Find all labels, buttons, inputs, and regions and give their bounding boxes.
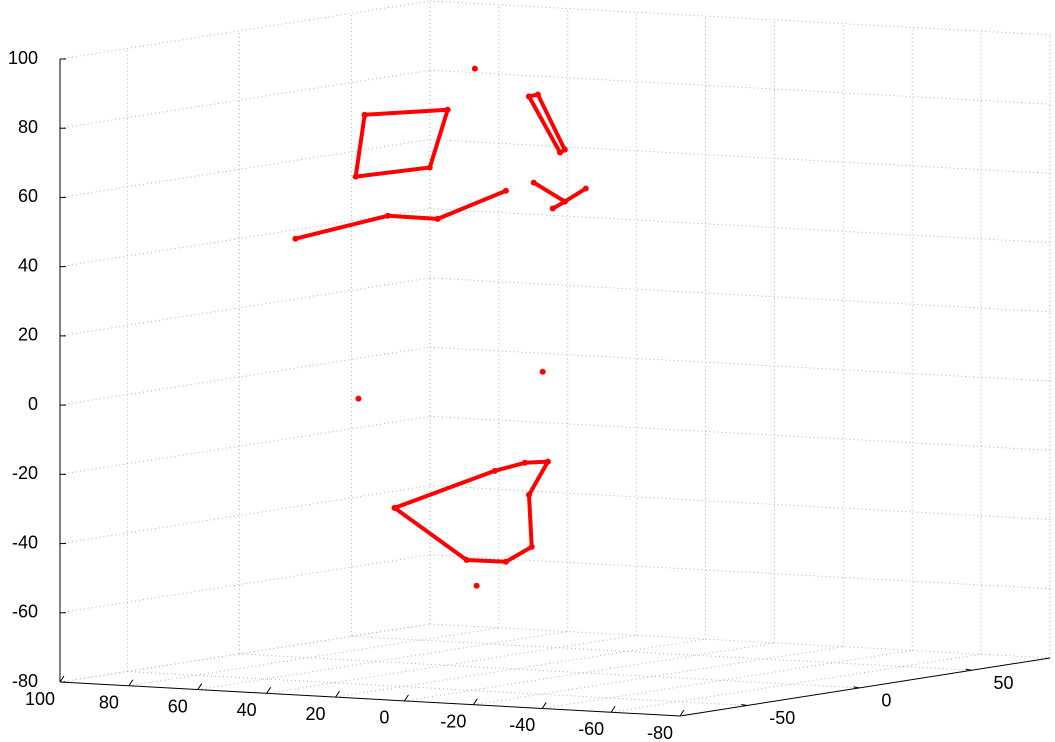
x-tick-label: -80 — [647, 723, 673, 742]
data-point — [473, 582, 480, 589]
data-point — [391, 504, 398, 511]
data-point — [530, 179, 537, 186]
data-point — [434, 215, 441, 222]
data-point — [292, 235, 299, 242]
y-tick — [965, 668, 972, 671]
x-axis — [59, 681, 681, 717]
grid-line — [59, 277, 431, 337]
tick-labels: -80-60-40-20020406080100-80-60-40-200204… — [8, 48, 1014, 742]
data-point — [525, 93, 532, 100]
data-point — [561, 146, 568, 153]
data-point — [471, 65, 478, 72]
x-tick-label: 80 — [99, 693, 119, 713]
data-point — [355, 395, 362, 402]
data-point — [361, 111, 368, 118]
x-tick — [472, 698, 478, 705]
data-point — [582, 185, 589, 192]
grid-line — [542, 649, 913, 709]
x-tick-label: 60 — [168, 696, 188, 716]
grid-line — [59, 208, 431, 268]
data-point — [463, 556, 470, 563]
z-tick-label: -80 — [12, 671, 38, 691]
grid-line — [59, 485, 431, 545]
data-point — [521, 459, 528, 466]
x-tick — [266, 687, 272, 694]
data-point — [539, 368, 546, 375]
x-tick-label: 20 — [306, 704, 326, 724]
x-tick — [128, 679, 134, 687]
grid-line — [197, 631, 568, 691]
y-axis — [679, 657, 1051, 717]
data-point — [525, 491, 532, 498]
y-tick-label: 0 — [881, 691, 891, 711]
z-tick-label: 80 — [18, 117, 38, 137]
y-tick-label: 50 — [994, 673, 1014, 693]
x-tick — [679, 709, 685, 717]
z-tick-label: -40 — [12, 532, 38, 552]
x-tick — [541, 702, 547, 709]
grid — [59, 0, 1051, 717]
data-point — [444, 106, 451, 113]
plot-area — [292, 65, 589, 589]
data-point — [426, 164, 433, 171]
data-point — [534, 91, 541, 98]
grid-line — [404, 642, 775, 702]
grid-line — [128, 627, 499, 687]
data-point — [544, 458, 551, 465]
grid-line — [59, 0, 431, 60]
grid-line — [59, 554, 431, 614]
grid-line — [59, 415, 431, 475]
grid-line — [473, 646, 844, 706]
data-point — [528, 543, 535, 550]
data-point — [502, 558, 509, 565]
data-point — [384, 212, 391, 219]
data-point — [491, 467, 498, 474]
z-tick-label: 20 — [18, 325, 38, 345]
grid-line — [59, 138, 431, 198]
x-tick-label: -40 — [509, 715, 535, 735]
grid-line — [611, 653, 982, 713]
grid-line — [266, 634, 637, 694]
x-tick-label: -20 — [440, 711, 466, 731]
grid-line — [59, 346, 431, 406]
line-series — [293, 188, 508, 241]
z-tick-label: -20 — [12, 463, 38, 483]
y-tick — [741, 703, 748, 706]
z-tick-label: -60 — [12, 602, 38, 622]
x-tick — [404, 694, 409, 702]
data-point — [561, 198, 568, 205]
y-tick-label: -50 — [769, 708, 795, 728]
grid-line — [59, 623, 431, 683]
data-point — [556, 149, 563, 156]
x-tick-label: 40 — [237, 700, 257, 720]
x-tick — [335, 690, 340, 698]
x-tick — [610, 705, 616, 713]
data-point — [549, 205, 556, 212]
z-tick-label: 0 — [28, 394, 38, 414]
x-tick-label: 0 — [379, 708, 389, 728]
x-tick-label: 100 — [25, 689, 55, 709]
x-tick — [59, 675, 65, 683]
z-tick-label: 40 — [18, 255, 38, 275]
data-point — [502, 187, 509, 194]
axes — [59, 58, 1051, 717]
grid-line — [335, 638, 706, 698]
z-tick-label: 100 — [8, 48, 38, 68]
data-point — [352, 173, 359, 180]
y-tick — [853, 686, 860, 689]
x-tick — [197, 683, 203, 690]
z-tick-label: 60 — [18, 186, 38, 206]
grid-line — [59, 69, 431, 129]
x-tick-label: -60 — [578, 719, 604, 739]
